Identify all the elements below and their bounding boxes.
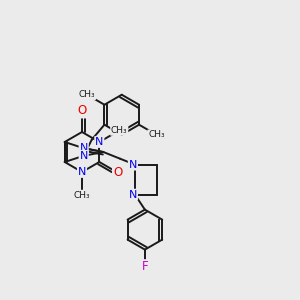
Text: CH₃: CH₃ xyxy=(148,130,165,139)
Text: CH₃: CH₃ xyxy=(111,126,128,135)
Text: O: O xyxy=(77,104,87,118)
Text: CH₃: CH₃ xyxy=(74,190,90,200)
Text: N: N xyxy=(95,137,103,147)
Text: F: F xyxy=(142,260,148,273)
Text: N: N xyxy=(129,160,137,170)
Text: N: N xyxy=(78,167,86,177)
Text: N: N xyxy=(129,190,137,200)
Text: O: O xyxy=(113,166,122,179)
Text: N: N xyxy=(80,151,88,161)
Text: N: N xyxy=(80,143,88,153)
Text: CH₃: CH₃ xyxy=(79,90,95,99)
